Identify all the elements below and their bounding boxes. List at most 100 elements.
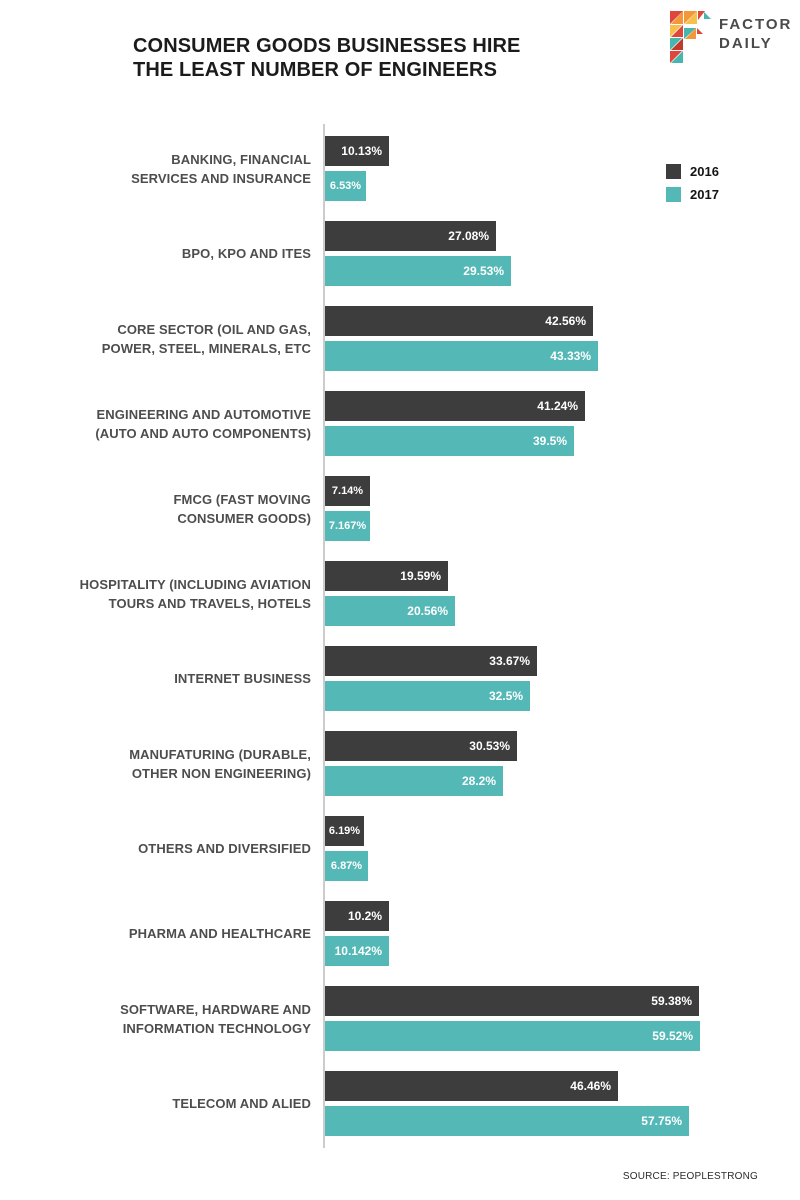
bar-2016: 33.67% [325,646,537,676]
bar-2017: 32.5% [325,681,530,711]
bar-2017: 43.33% [325,341,598,371]
logo-word-daily: DAILY [719,35,773,52]
bar-2017: 6.53% [325,171,366,201]
bar-pair: 10.2% 10.142% [325,901,389,966]
category-label: FMCG (FAST MOVING CONSUMER GOODS) [173,491,311,526]
bar-2016: 42.56% [325,306,593,336]
legend-swatch [666,187,681,202]
bar-2017: 39.5% [325,426,574,456]
bar-value-label: 20.56% [407,604,448,618]
bar-pair: 7.14% 7.167% [325,476,370,541]
bar-pair: 41.24% 39.5% [325,391,585,456]
bar-value-label: 39.5% [532,434,567,448]
bar-value-label: 46.46% [570,1079,611,1093]
legend-item-2017: 2017 [666,187,719,202]
factor-daily-logo: FACTOR DAILY [670,11,792,68]
category-label: ENGINEERING AND AUTOMOTIVE (AUTO AND AUTO… [95,406,311,441]
bar-value-label: 59.38% [651,994,692,1008]
bar-pair: 33.67% 32.5% [325,646,537,711]
bar-pair: 6.19% 6.87% [325,816,368,881]
category-label: CORE SECTOR (OIL AND GAS, POWER, STEEL, M… [101,321,311,356]
chart-row: BANKING, FINANCIAL SERVICES AND INSURANCE… [0,126,800,211]
bar-2017: 10.142% [325,936,389,966]
chart-row: FMCG (FAST MOVING CONSUMER GOODS) 7.14% 7.1… [0,466,800,551]
bar-pair: 46.46% 57.75% [325,1071,689,1136]
chart-row: ENGINEERING AND AUTOMOTIVE (AUTO AND AUTO… [0,381,800,466]
bar-value-label: 59.52% [652,1029,693,1043]
legend-label: 2017 [690,187,719,202]
chart-row: MANUFATURING (DURABLE, OTHER NON ENGINEER… [0,721,800,806]
bar-value-label: 42.56% [545,314,586,328]
category-label: PHARMA AND HEALTHCARE [128,926,311,941]
factor-daily-logo-text: FACTOR DAILY [719,11,792,53]
category-label: MANUFATURING (DURABLE, OTHER NON ENGINEER… [129,746,311,781]
bar-value-label: 7.14% [331,485,364,497]
bar-value-label: 43.33% [550,349,591,363]
chart-legend: 2016 2017 [666,164,719,210]
bar-2016: 46.46% [325,1071,618,1101]
bar-2016: 7.14% [325,476,370,506]
category-label: HOSPITALITY (INCLUDING AVIATION TOURS AND… [79,576,311,611]
bar-value-label: 33.67% [489,654,530,668]
chart-row: TELECOM AND ALIED 46.46% 57.75% [0,1061,800,1146]
bar-value-label: 10.142% [334,944,382,958]
bar-value-label: 57.75% [641,1114,682,1128]
chart: BANKING, FINANCIAL SERVICES AND INSURANCE… [0,124,800,1148]
bar-2016: 30.53% [325,731,517,761]
bar-2016: 19.59% [325,561,448,591]
bar-pair: 19.59% 20.56% [325,561,455,626]
title-line-2: THE LEAST NUMBER OF ENGINEERS [133,59,498,81]
bar-pair: 42.56% 43.33% [325,306,598,371]
bar-2017: 7.167% [325,511,370,541]
bar-value-label: 41.24% [537,399,578,413]
bar-value-label: 6.53% [329,180,362,192]
bar-pair: 27.08% 29.53% [325,221,511,286]
bar-2017: 6.87% [325,851,368,881]
legend-item-2016: 2016 [666,164,719,179]
bar-pair: 30.53% 28.2% [325,731,517,796]
category-label: OTHERS AND DIVERSIFIED [138,841,311,856]
bar-pair: 59.38% 59.52% [325,986,700,1051]
bar-2016: 27.08% [325,221,496,251]
category-label: BPO, KPO AND ITES [181,246,311,261]
bar-pair: 10.13% 6.53% [325,136,389,201]
bar-value-label: 7.167% [328,520,367,532]
bar-value-label: 10.2% [347,909,382,923]
bar-2017: 28.2% [325,766,503,796]
legend-label: 2016 [690,164,719,179]
source-credit: SOURCE: PEOPLESTRONG [622,1171,758,1182]
bar-2016: 10.13% [325,136,389,166]
chart-row: HOSPITALITY (INCLUDING AVIATION TOURS AND… [0,551,800,636]
chart-row: BPO, KPO AND ITES 27.08% 29.53% [0,211,800,296]
logo-word-factor: FACTOR [719,16,793,33]
bar-2016: 10.2% [325,901,389,931]
bar-2017: 57.75% [325,1106,689,1136]
bar-value-label: 29.53% [463,264,504,278]
chart-row: PHARMA AND HEALTHCARE 10.2% 10.142% [0,891,800,976]
title-line-1: CONSUMER GOODS BUSINESSES HIRE [133,35,521,57]
chart-axis-line [323,124,325,1148]
bar-value-label: 30.53% [469,739,510,753]
bar-value-label: 19.59% [400,569,441,583]
category-label: SOFTWARE, HARDWARE AND INFORMATION TECHNO… [120,1001,311,1036]
chart-row: INTERNET BUSINESS 33.67% 32.5% [0,636,800,721]
category-label: TELECOM AND ALIED [172,1096,311,1111]
bar-2017: 29.53% [325,256,511,286]
legend-swatch [666,164,681,179]
bar-2016: 59.38% [325,986,699,1016]
category-label: BANKING, FINANCIAL SERVICES AND INSURANCE [131,151,311,186]
bar-value-label: 27.08% [448,229,489,243]
chart-rows: BANKING, FINANCIAL SERVICES AND INSURANCE… [0,126,800,1146]
page-title: CONSUMER GOODS BUSINESSES HIRE THE LEAST… [133,34,521,82]
bar-2017: 59.52% [325,1021,700,1051]
factor-daily-logo-icon [670,11,711,68]
bar-value-label: 28.2% [461,774,496,788]
bar-value-label: 32.5% [488,689,523,703]
bar-2017: 20.56% [325,596,455,626]
chart-row: CORE SECTOR (OIL AND GAS, POWER, STEEL, M… [0,296,800,381]
chart-row: OTHERS AND DIVERSIFIED 6.19% 6.87% [0,806,800,891]
bar-2016: 6.19% [325,816,364,846]
chart-row: SOFTWARE, HARDWARE AND INFORMATION TECHNO… [0,976,800,1061]
bar-value-label: 6.19% [328,825,361,837]
